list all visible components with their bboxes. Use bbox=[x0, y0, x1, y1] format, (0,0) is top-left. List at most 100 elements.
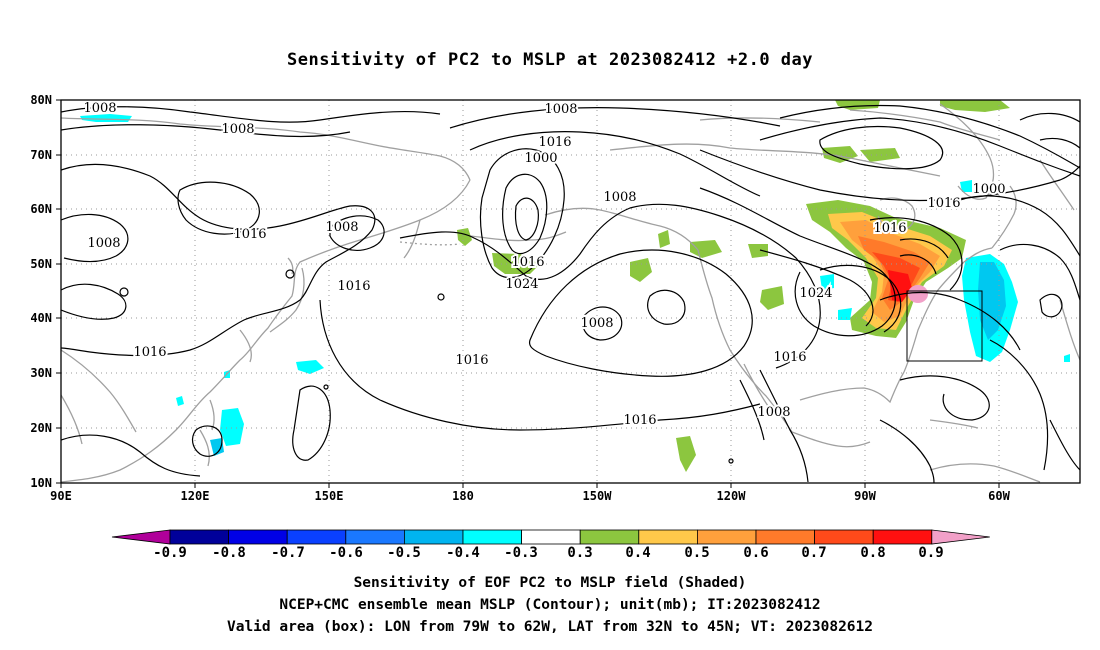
contour-label: 1008 bbox=[325, 220, 358, 235]
lat-label: 70N bbox=[30, 148, 52, 162]
contour-label: 1000 bbox=[524, 151, 557, 166]
contour-label: 1024 bbox=[505, 277, 538, 292]
colorbar-label: 0.3 bbox=[567, 545, 592, 561]
colorbar-label: -0.6 bbox=[329, 545, 363, 561]
axis-ticks bbox=[56, 99, 1000, 488]
colorbar-label: 0.5 bbox=[684, 545, 709, 561]
shade-positive-arctic bbox=[860, 148, 900, 162]
shade-positive-arctic bbox=[822, 146, 858, 163]
contour-label: 1016 bbox=[337, 279, 370, 294]
shade-negative-wpac bbox=[220, 408, 244, 446]
caption-line-1: Sensitivity of EOF PC2 to MSLP field (Sh… bbox=[353, 575, 747, 591]
shade-positive-peak bbox=[908, 285, 928, 303]
shade-negative-atlantic bbox=[820, 274, 834, 290]
lon-label: 120E bbox=[181, 489, 210, 503]
sensitivity-shading bbox=[80, 100, 1070, 472]
lon-label: 150W bbox=[583, 489, 613, 503]
contour-label: 1016 bbox=[773, 350, 806, 365]
contour-label: 1008 bbox=[580, 316, 613, 331]
colorbar-swatch bbox=[169, 529, 229, 545]
colorbar-swatch bbox=[697, 529, 757, 545]
colorbar-label: -0.8 bbox=[212, 545, 246, 561]
lon-label: 60W bbox=[988, 489, 1010, 503]
lat-label: 50N bbox=[30, 257, 52, 271]
lat-label: 60N bbox=[30, 202, 52, 216]
lat-label: 30N bbox=[30, 366, 52, 380]
shade-positive-pacific bbox=[457, 228, 472, 246]
colorbar-swatch bbox=[345, 529, 405, 545]
mslp-contours bbox=[61, 104, 1080, 483]
colorbar-label: -0.5 bbox=[387, 545, 421, 561]
colorbar-swatch bbox=[872, 529, 933, 545]
lon-label: 120W bbox=[717, 489, 747, 503]
shade-positive-pacific bbox=[748, 244, 768, 258]
shade-positive-pacific bbox=[690, 240, 722, 258]
colorbar-label: -0.4 bbox=[446, 545, 480, 561]
contour-label: 1016 bbox=[511, 255, 544, 270]
colorbar-label: 0.9 bbox=[918, 545, 943, 561]
colorbar-swatch bbox=[521, 529, 581, 545]
latitude-labels: 80N 70N 60N 50N 40N 30N 20N 10N bbox=[30, 93, 52, 490]
colorbar-swatch bbox=[579, 529, 640, 545]
contour-label: 1008 bbox=[87, 236, 120, 251]
map-frame bbox=[60, 99, 1081, 484]
chart-title: Sensitivity of PC2 to MSLP at 2023082412… bbox=[286, 50, 813, 70]
shade-positive-tropics bbox=[676, 436, 696, 472]
contour-label: 1016 bbox=[233, 227, 266, 242]
colorbar-arrow-left bbox=[111, 529, 171, 545]
contour-label: 1008 bbox=[83, 101, 116, 116]
map-plot-area bbox=[61, 100, 1080, 483]
shade-negative-wpac bbox=[176, 396, 184, 406]
colorbar-label: -0.9 bbox=[153, 545, 187, 561]
contour-label: 1000 bbox=[972, 182, 1005, 197]
lat-label: 40N bbox=[30, 311, 52, 325]
lon-label: 150E bbox=[315, 489, 344, 503]
contour-label: 1024 bbox=[799, 286, 832, 301]
lon-label: 90W bbox=[854, 489, 876, 503]
colorbar-label: -0.7 bbox=[271, 545, 305, 561]
contour-label: 1008 bbox=[221, 122, 254, 137]
lat-label: 20N bbox=[30, 421, 52, 435]
colorbar-swatch bbox=[403, 529, 464, 545]
colorbar-swatch bbox=[228, 529, 288, 545]
contour-label: 1016 bbox=[927, 196, 960, 211]
colorbar-label: 0.6 bbox=[743, 545, 768, 561]
shade-negative-wpac bbox=[210, 438, 224, 456]
colorbar-swatch bbox=[638, 529, 698, 545]
contour-label: 1016 bbox=[623, 413, 656, 428]
colorbar-label: 0.8 bbox=[860, 545, 885, 561]
lat-label: 10N bbox=[30, 476, 52, 490]
lon-label: 180 bbox=[452, 489, 474, 503]
colorbar-label: 0.7 bbox=[801, 545, 826, 561]
shade-negative-wpac bbox=[1064, 354, 1070, 362]
colorbar-swatch bbox=[286, 529, 347, 545]
valid-area-box bbox=[906, 290, 983, 362]
contour-label: 1016 bbox=[873, 221, 906, 236]
contour-label: 1008 bbox=[603, 190, 636, 205]
shade-positive-pacific bbox=[658, 230, 670, 248]
shade-positive-pacific bbox=[760, 286, 784, 310]
shade-negative-atlantic bbox=[838, 308, 852, 320]
lat-label: 80N bbox=[30, 93, 52, 107]
shade-positive-pacific bbox=[630, 258, 652, 282]
caption-line-2: NCEP+CMC ensemble mean MSLP (Contour); u… bbox=[279, 597, 821, 613]
contour-label: 1016 bbox=[455, 353, 488, 368]
colorbar-arrow-right bbox=[931, 529, 990, 545]
contour-label: 1008 bbox=[757, 405, 790, 420]
contour-label: 1008 bbox=[544, 102, 577, 117]
colorbar-swatch bbox=[755, 529, 815, 545]
shade-positive-arctic bbox=[940, 100, 1010, 112]
longitude-labels: 90E 120E 150E 180 150W 120W 90W 60W bbox=[50, 489, 1010, 503]
contour-label: 1016 bbox=[133, 345, 166, 360]
shade-negative-wpac bbox=[296, 360, 324, 374]
colorbar-labels: -0.9 -0.8 -0.7 -0.6 -0.5 -0.4 -0.3 0.3 0… bbox=[153, 545, 944, 561]
colorbar-swatch bbox=[814, 529, 874, 545]
colorbar-label: -0.3 bbox=[504, 545, 538, 561]
colorbar-label: 0.4 bbox=[625, 545, 650, 561]
contour-label: 1016 bbox=[538, 135, 571, 150]
colorbar bbox=[111, 529, 990, 545]
lon-label: 90E bbox=[50, 489, 72, 503]
caption-line-3: Valid area (box): LON from 79W to 62W, L… bbox=[226, 619, 873, 635]
